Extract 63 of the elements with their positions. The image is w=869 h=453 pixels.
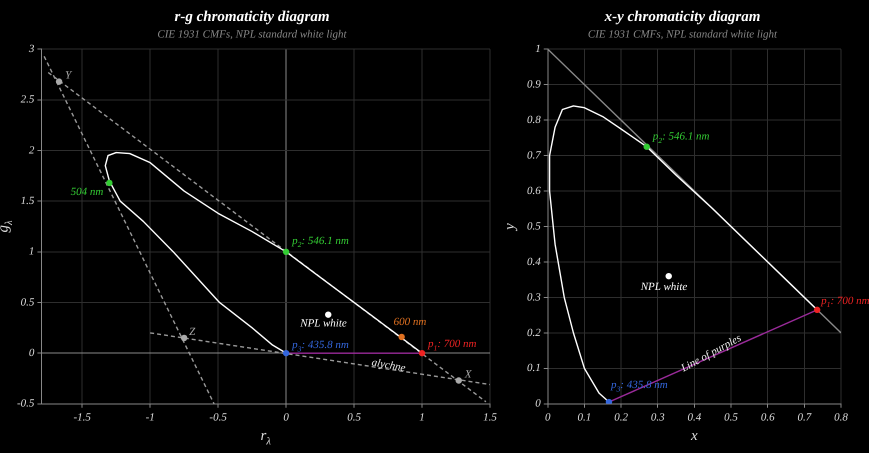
point (56, 78, 62, 85)
point (666, 272, 672, 280)
y-tick-label: 0.6 (527, 184, 542, 197)
y-axis-title: gλ (0, 220, 15, 233)
y-tick-label: 1 (535, 43, 541, 56)
annotation: alychne (370, 356, 407, 374)
point (644, 144, 650, 150)
y-tick-label: 0.4 (527, 256, 542, 268)
annotation: NPL white (640, 281, 688, 294)
y-tick-label: 2 (28, 144, 35, 156)
x-tick-label: 0 (283, 411, 290, 424)
x-tick-label: 0.6 (760, 411, 776, 424)
x-tick-label: -1.5 (73, 411, 92, 424)
x-tick-label: 0.3 (650, 411, 666, 424)
x-tick-label: 0.8 (834, 411, 848, 424)
y-tick-label: 0.3 (527, 291, 542, 304)
y-tick-label: 0.2 (527, 326, 542, 339)
y-tick-label: 0.5 (20, 296, 35, 308)
point (180, 334, 188, 342)
y-tick-label: 1 (28, 246, 34, 258)
chart-title: r-g chromaticity diagram (174, 8, 330, 25)
point (325, 311, 332, 318)
x-tick-label: -1 (146, 411, 155, 424)
x-tick-label: 1.5 (483, 411, 498, 424)
point (456, 377, 462, 384)
annotation: 600 nm (394, 316, 426, 328)
point (606, 398, 612, 404)
point (106, 180, 113, 186)
x-tick-label: 0 (545, 411, 551, 424)
point (282, 350, 290, 356)
point (398, 334, 405, 340)
annotation: Y (65, 70, 74, 82)
x-tick-label: 0.7 (797, 411, 812, 424)
annotation: 504 nm (70, 186, 104, 198)
y-tick-label: 0.1 (527, 362, 541, 374)
point (814, 306, 820, 314)
annotation: NPL white (299, 318, 347, 330)
y-tick-label: 0 (535, 398, 542, 410)
y-tick-label: 3 (28, 43, 35, 56)
point (282, 248, 290, 256)
point (418, 350, 426, 356)
annotation: X (464, 368, 473, 380)
y-tick-label: 2.5 (20, 94, 35, 106)
y-axis-title: y (502, 222, 518, 232)
x-tick-label: 0.1 (578, 411, 592, 424)
x-tick-label: 1 (419, 411, 425, 424)
x-tick-label: 0.2 (614, 411, 628, 424)
y-tick-label: 1.5 (20, 195, 35, 208)
y-tick-label: 0.7 (527, 149, 542, 162)
x-tick-label: 0.5 (724, 411, 738, 424)
y-tick-label: 0.8 (527, 114, 542, 126)
chart-subtitle: CIE 1931 CMFs, NPL standard white light (157, 28, 348, 40)
y-tick-label: 0 (28, 347, 35, 360)
x-tick-label: -0.5 (209, 411, 228, 424)
x-tick-label: 0.5 (347, 411, 362, 424)
annotation: Z (189, 326, 196, 338)
chart-title: x-y chromaticity diagram (604, 8, 760, 25)
y-tick-label: 0.5 (527, 220, 542, 232)
chart-subtitle: CIE 1931 CMFs, NPL standard white light (588, 28, 778, 40)
x-tick-label: 0.4 (688, 411, 702, 424)
y-tick-label: 0.9 (527, 78, 542, 91)
y-tick-label: -0.5 (16, 398, 35, 410)
x-axis-title: x (690, 428, 698, 444)
